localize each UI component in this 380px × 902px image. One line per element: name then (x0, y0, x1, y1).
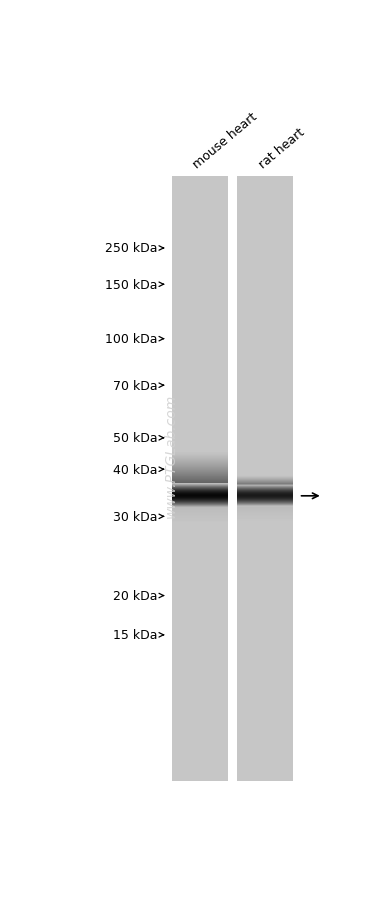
Bar (238, 178, 293, 781)
Bar (171, 178, 227, 781)
Text: www.PTGLab.com: www.PTGLab.com (164, 393, 178, 518)
Text: rat heart: rat heart (257, 126, 307, 171)
Text: 50 kDa: 50 kDa (113, 432, 158, 445)
Text: 40 kDa: 40 kDa (113, 464, 158, 476)
Text: 250 kDa: 250 kDa (105, 243, 158, 255)
Text: 100 kDa: 100 kDa (105, 333, 158, 345)
Text: 20 kDa: 20 kDa (113, 589, 158, 603)
Text: 70 kDa: 70 kDa (113, 379, 158, 392)
Text: 150 kDa: 150 kDa (105, 279, 158, 291)
Text: mouse heart: mouse heart (191, 110, 260, 171)
Text: 30 kDa: 30 kDa (113, 511, 158, 523)
Text: 15 kDa: 15 kDa (113, 629, 158, 641)
